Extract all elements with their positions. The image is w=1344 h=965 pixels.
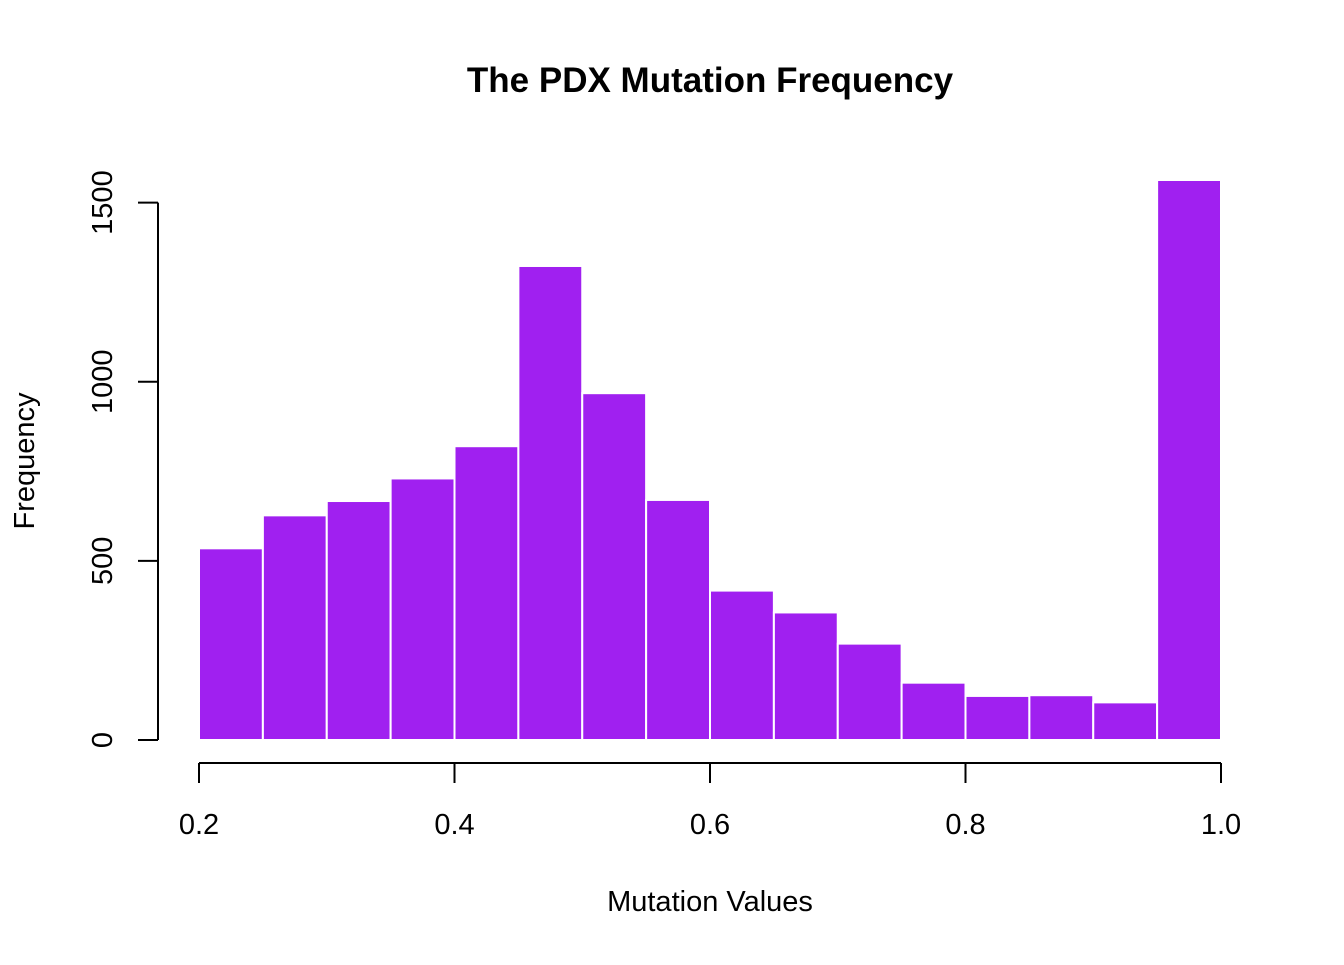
histogram-bar: [964, 694, 1031, 742]
histogram-bar: [517, 264, 584, 741]
y-tick-label: 1000: [87, 349, 119, 414]
x-tick-label: 1.0: [1201, 809, 1241, 841]
histogram-bar: [581, 392, 648, 741]
histogram-bar: [325, 500, 392, 742]
y-tick-label: 500: [87, 537, 119, 585]
histogram-bar: [198, 547, 264, 741]
histogram-bar: [1156, 179, 1222, 741]
histogram-bar: [645, 498, 711, 741]
histogram-bar: [1028, 694, 1095, 742]
y-tick-label: 0: [87, 732, 119, 748]
histogram-bar: [709, 589, 775, 742]
x-tick-label: 0.8: [945, 809, 985, 841]
x-axis-label: Mutation Values: [607, 886, 813, 918]
histogram-bar: [453, 445, 520, 741]
y-tick-label: 1500: [87, 170, 119, 235]
bars-group: [198, 179, 1222, 742]
histogram-bar: [389, 477, 456, 741]
y-axis: 0 500 1000 1500: [87, 170, 159, 748]
histogram-bar: [836, 642, 903, 741]
histogram-bar: [772, 611, 839, 742]
x-tick-label: 0.2: [179, 809, 219, 841]
chart-title: The PDX Mutation Frequency: [467, 61, 954, 100]
y-axis-label: Frequency: [9, 392, 41, 530]
histogram-bar: [261, 514, 328, 742]
histogram-bar: [1092, 701, 1159, 742]
x-axis: 0.2 0.4 0.6 0.8 1.0: [179, 762, 1241, 841]
histogram-bar: [900, 681, 967, 741]
x-tick-label: 0.4: [434, 809, 474, 841]
x-tick-label: 0.6: [690, 809, 730, 841]
